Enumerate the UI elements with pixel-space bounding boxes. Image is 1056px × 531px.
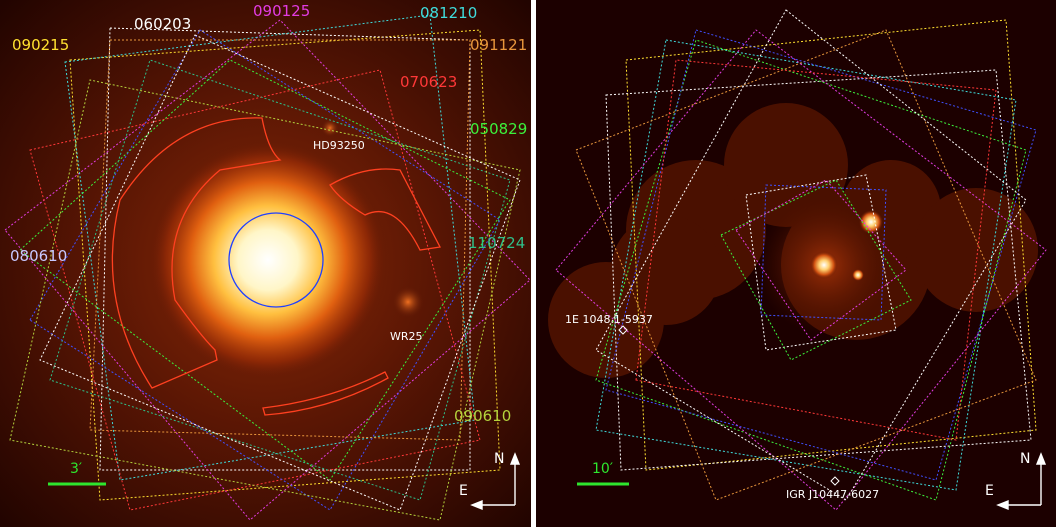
obs-label-070623: 070623 (400, 73, 458, 91)
trumpler-14-bright (859, 210, 883, 234)
compass-east-label: E (459, 483, 468, 499)
source-label-igr-j10447: IGR J10447-6027 (786, 488, 880, 501)
hd93250-emission (321, 119, 339, 137)
marker-igr-j10447 (830, 476, 840, 486)
background-region-bottom (262, 371, 389, 416)
background-regions (111, 117, 441, 416)
bright-source (852, 269, 864, 281)
scale-bar-label: 3′ (70, 461, 83, 477)
compass-arrows (470, 452, 521, 511)
footprint-050829 (19, 59, 511, 481)
marker-1e-1048 (618, 325, 628, 335)
footprint-white-2 (39, 34, 521, 511)
right-image-panel: 1E 1048.1-5937 IGR J10447-6027 10′ N E (536, 0, 1056, 527)
left-sky-image (0, 0, 531, 527)
footprint-081210 (64, 14, 476, 481)
footprint-110724 (49, 59, 511, 501)
footprint-060203 (99, 27, 471, 471)
obs-label-090215: 090215 (12, 36, 70, 54)
obs-label-050829: 050829 (470, 120, 528, 138)
obs-label-081210: 081210 (420, 4, 478, 22)
obs-label-090610: 090610 (454, 407, 512, 425)
source-label-hd93250: HD93250 (313, 139, 365, 152)
compass-arrows-right (996, 452, 1047, 511)
eta-carinae-bright (810, 251, 838, 279)
obs-label-090125: 090125 (253, 2, 311, 20)
compass-east-label-right: E (985, 483, 994, 499)
observation-footprints (4, 14, 531, 521)
background-region-right (329, 168, 441, 251)
background-region-left (111, 117, 282, 389)
left-image-panel: 090215 060203 090125 081210 091121 07062… (0, 0, 531, 527)
obs-label-110724: 110724 (468, 234, 526, 252)
scale-bar-label-right: 10′ (592, 461, 613, 477)
right-sky-image (536, 0, 1056, 527)
compass-north-label: N (494, 451, 505, 467)
observation-footprints-right (555, 9, 1047, 511)
source-extraction-circle (228, 212, 324, 308)
source-label-1e-1048: 1E 1048.1-5937 (565, 313, 653, 326)
source-label-wr25: WR25 (390, 330, 423, 343)
footprint-091121 (89, 39, 471, 441)
compass-north-label-right: N (1020, 451, 1031, 467)
source-markers (618, 325, 840, 486)
obs-label-080610: 080610 (10, 247, 68, 265)
eta-carinae-emission (148, 140, 388, 380)
obs-label-060203: 060203 (134, 15, 192, 33)
footprint-090610 (9, 79, 521, 521)
wr25-emission (392, 286, 424, 318)
footprint-blue (29, 29, 501, 511)
obs-label-091121: 091121 (470, 36, 528, 54)
